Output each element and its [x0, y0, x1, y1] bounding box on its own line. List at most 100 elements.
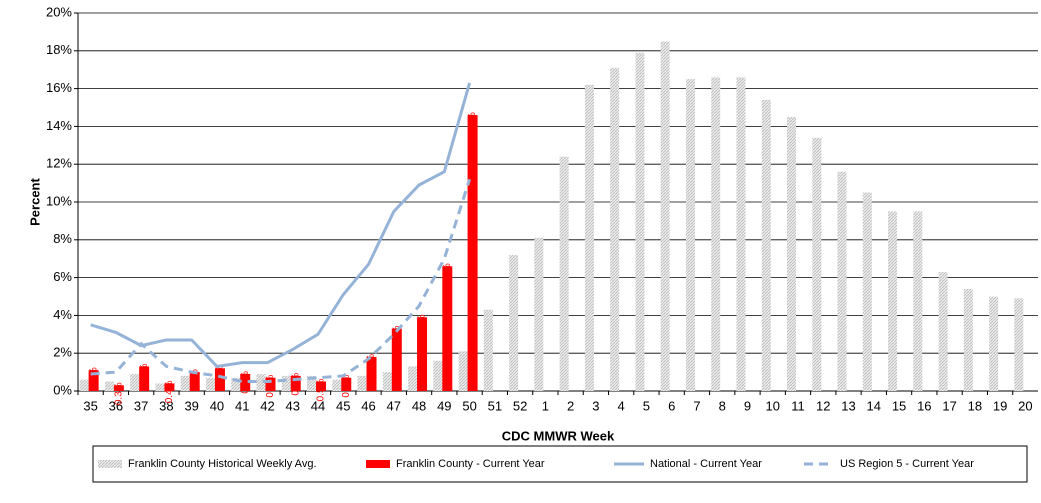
x-tick-label: 41	[235, 398, 249, 413]
x-tick-label: 13	[841, 398, 855, 413]
x-tick-label: 3	[592, 398, 599, 413]
historical-bar	[711, 77, 721, 391]
current-bar	[214, 368, 225, 391]
x-axis-title: CDC MMWR Week	[502, 428, 615, 443]
data-label: 3.3%	[391, 326, 402, 349]
x-tick-label: 9	[744, 398, 751, 413]
current-bar	[290, 375, 301, 391]
historical-bar	[180, 375, 190, 391]
x-tick-label: 11	[791, 398, 805, 413]
x-tick-label: 48	[412, 398, 426, 413]
historical-bar	[1014, 298, 1024, 391]
y-tick-label: 16%	[46, 80, 72, 95]
historical-bar	[382, 372, 392, 391]
x-tick-label: 39	[184, 398, 198, 413]
data-label: 0.5%	[316, 378, 327, 401]
x-tick-label: 51	[488, 398, 502, 413]
historical-bar	[989, 296, 999, 391]
historical-bar	[307, 375, 316, 391]
historical-bar	[408, 366, 418, 391]
national-line	[90, 82, 472, 369]
x-tick-label: 14	[867, 398, 881, 413]
historical-bar	[205, 377, 215, 391]
historical-bar	[660, 41, 670, 391]
x-tick-label: 10	[766, 398, 780, 413]
historical-bar	[559, 156, 569, 391]
x-tick-label: 46	[361, 398, 375, 413]
x-tick-label: 20	[1018, 398, 1032, 413]
historical-bar	[231, 377, 241, 391]
y-tick-label: 10%	[46, 193, 72, 208]
historical-bar	[357, 375, 367, 391]
x-tick-label: 36	[109, 398, 123, 413]
historical-bar	[584, 84, 594, 391]
current-bar	[467, 115, 478, 391]
historical-bar	[812, 137, 822, 391]
x-tick-label: 2	[567, 398, 574, 413]
y-tick-label: 4%	[53, 307, 72, 322]
historical-bar	[483, 309, 493, 391]
x-tick-label: 38	[159, 398, 173, 413]
data-label: 1.1%	[88, 367, 99, 390]
region-line	[90, 178, 472, 384]
current-bar	[442, 266, 453, 391]
historical-bar	[610, 67, 620, 391]
y-tick-label: 20%	[46, 4, 72, 19]
x-tick-label: 49	[437, 398, 451, 413]
y-tick-label: 18%	[46, 42, 72, 57]
x-tick-label: 6	[668, 398, 675, 413]
y-tick-label: 8%	[53, 231, 72, 246]
data-label: 1.0%	[189, 369, 200, 392]
historical-bar	[888, 211, 898, 391]
historical-bar	[862, 192, 872, 391]
x-tick-label: 5	[643, 398, 650, 413]
x-tick-label: 42	[260, 398, 274, 413]
current-bar	[139, 366, 150, 391]
data-label: 3.9%	[417, 314, 428, 337]
x-tick-label: 19	[993, 398, 1007, 413]
historical-bar	[332, 379, 342, 391]
x-tick-label: 45	[336, 398, 350, 413]
legend-label: Franklin County Historical Weekly Avg.	[128, 458, 317, 470]
historical-bar	[761, 99, 771, 391]
x-tick-label: 15	[892, 398, 906, 413]
data-label: 0.3%	[114, 382, 125, 405]
data-label: 6.6%	[442, 263, 453, 286]
y-tick-label: 12%	[46, 156, 72, 171]
x-tick-label: 16	[917, 398, 931, 413]
current-bar	[391, 328, 402, 391]
current-bar	[164, 383, 175, 391]
x-tick-label: 47	[387, 398, 401, 413]
historical-bar	[787, 116, 796, 391]
data-label: 1.3%	[139, 363, 150, 386]
y-tick-label: 14%	[46, 118, 72, 133]
historical-bar	[963, 288, 973, 391]
y-tick-label: 6%	[53, 269, 72, 284]
data-label: 0.7%	[265, 375, 276, 398]
historical-bar	[635, 52, 645, 391]
data-label: 0.9%	[240, 371, 251, 394]
x-tick-label: 8	[719, 398, 726, 413]
historical-bar	[685, 79, 695, 392]
historical-bar	[256, 373, 266, 391]
x-tick-label: 44	[311, 398, 325, 413]
x-tick-label: 18	[968, 398, 982, 413]
current-bar	[366, 356, 377, 391]
data-label: 1.8%	[366, 354, 377, 377]
historical-bar	[79, 379, 89, 391]
x-tick-label: 7	[693, 398, 700, 413]
x-tick-label: 17	[942, 398, 956, 413]
historical-bar	[534, 237, 544, 391]
data-label: 0.4%	[164, 380, 175, 403]
historical-bar	[104, 381, 114, 391]
x-tick-label: 35	[83, 398, 97, 413]
legend-swatch	[98, 460, 122, 468]
legend-label: US Region 5 - Current Year	[840, 458, 974, 470]
current-bar	[417, 317, 428, 391]
current-bar	[240, 373, 251, 391]
current-bar	[88, 370, 99, 391]
x-tick-label: 52	[513, 398, 527, 413]
y-axis-title: Percent	[27, 177, 42, 225]
historical-bar	[155, 383, 165, 391]
